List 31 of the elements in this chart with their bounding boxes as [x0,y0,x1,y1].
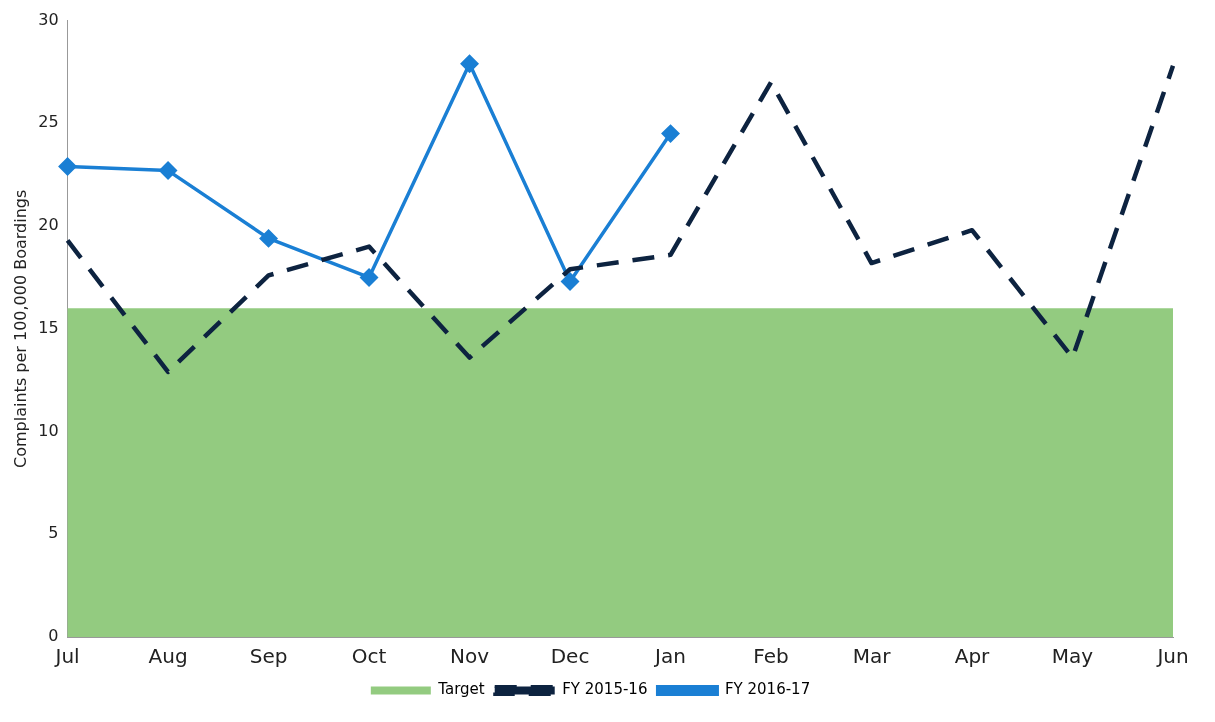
point [159,161,177,180]
y-axis-title: Complaints per 100,000 Boardings [10,189,30,468]
x-tick-label: Apr [954,644,991,669]
x-tick-label: May [1051,644,1094,669]
line-series [65,63,1176,375]
x-tick-label: Aug [148,644,188,669]
x-tick-label: Oct [351,644,387,669]
x-tick-label: Jun [1155,644,1189,669]
x-tick-label: Jan [653,644,686,669]
point [661,124,680,143]
x-tick-label: Feb [753,644,789,669]
y-tick-label: 5 [48,523,59,543]
point [58,157,77,176]
y-tick-label: 25 [38,112,59,132]
x-tick-label: Mar [852,644,892,669]
legend-label: FY 2015-16 [562,680,648,699]
point [460,55,479,73]
y-tick-label: 30 [38,9,59,29]
y-tick-label: 15 [38,317,59,337]
legend-label: FY 2016-17 [724,680,811,699]
point [561,272,579,291]
legend-label: Target [437,680,485,699]
x-tick-label: Jul [53,644,80,669]
x-tick-label: Dec [550,644,590,669]
y-tick-label: 0 [48,626,59,646]
point [360,268,378,287]
x-tick-label: Sep [249,644,288,669]
point [259,229,278,248]
y-tick-label: 10 [38,420,59,440]
y-tick-label: 20 [38,215,59,235]
x-tick-label: Nov [450,644,490,669]
